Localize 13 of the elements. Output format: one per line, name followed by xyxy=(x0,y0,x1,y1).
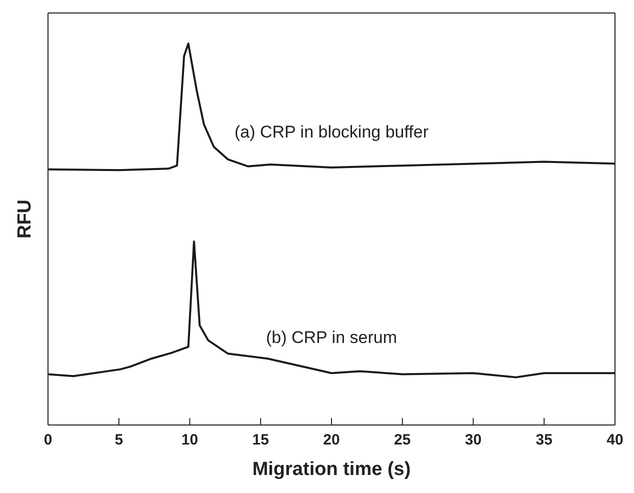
series-label: (a) CRP in blocking buffer xyxy=(234,122,429,142)
x-tick-label: 35 xyxy=(536,432,552,449)
x-tick-label: 20 xyxy=(323,432,340,449)
x-tick-label: 5 xyxy=(114,432,124,449)
x-tick-label: 10 xyxy=(181,432,198,449)
x-tick-label: 25 xyxy=(394,432,411,449)
series-label: (b) CRP in serum xyxy=(266,328,397,348)
x-tick-label: 15 xyxy=(252,432,269,449)
x-axis-title: Migration time (s) xyxy=(252,459,411,480)
y-axis-title: RFU xyxy=(14,199,36,239)
x-tick-label: 0 xyxy=(44,432,52,449)
x-tick-label: 40 xyxy=(606,432,624,449)
x-tick-label: 30 xyxy=(464,432,482,449)
